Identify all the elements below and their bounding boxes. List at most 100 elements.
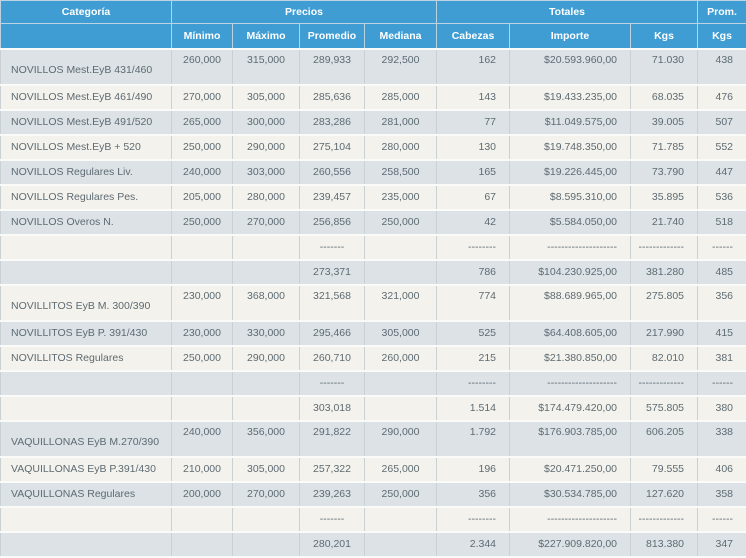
table-row: VAQUILLONAS EyB P.391/430 210,000 305,000 2…: [0, 455, 746, 483]
cell-kgs: -------------: [630, 233, 699, 261]
cell-promedio: 260,710: [299, 344, 365, 372]
cell-minimo: 240,000: [171, 158, 233, 186]
cell-mediana: 281,000: [363, 108, 438, 136]
table-row: VAQUILLONAS Regulares 200,000 270,000 239,2…: [0, 480, 746, 508]
table-header: Categoría Precios Totales Prom. Mínimo M…: [0, 0, 746, 49]
cell-minimo: 210,000: [171, 455, 233, 483]
col-header-maximo: Máximo: [232, 23, 300, 49]
cell-promedio: 285,636: [299, 83, 365, 111]
cell-importe: --------------------: [509, 369, 632, 397]
cell-prom-kgs: 356: [697, 283, 746, 322]
cell-cabezas: 1.514: [436, 394, 511, 422]
table-row: NOVILLOS Regulares Liv. 240,000 303,000 260…: [0, 158, 746, 186]
table-row: NOVILLITOS Regulares 250,000 290,000 260,71…: [0, 344, 746, 372]
cell-mediana: [363, 505, 438, 533]
cell-promedio: 303,018: [299, 394, 365, 422]
cell-categoria: [0, 505, 172, 533]
cell-cabezas: --------: [436, 233, 511, 261]
cell-importe: --------------------: [509, 233, 632, 261]
table-row: NOVILLITOS EyB M. 300/390 230,000 368,000 3…: [0, 283, 746, 322]
cell-promedio: 280,201: [299, 530, 365, 558]
cell-kgs: 217.990: [630, 319, 699, 347]
cell-mediana: 285,000: [363, 83, 438, 111]
cell-categoria: VAQUILLONAS Regulares: [0, 480, 172, 508]
cell-mediana: 260,000: [363, 344, 438, 372]
cell-kgs: 127.620: [630, 480, 699, 508]
cell-prom-kgs: 438: [697, 47, 746, 86]
cell-categoria: NOVILLOS Mest.EyB 491/520: [0, 108, 172, 136]
cell-minimo: 265,000: [171, 108, 233, 136]
cell-categoria: NOVILLOS Regulares Liv.: [0, 158, 172, 186]
cell-kgs: 68.035: [630, 83, 699, 111]
cell-prom-kgs: 518: [697, 208, 746, 236]
cell-prom-kgs: 415: [697, 319, 746, 347]
cell-importe: $8.595.310,00: [509, 183, 632, 211]
cell-kgs: 381.280: [630, 258, 699, 286]
cell-maximo: 270,000: [232, 480, 300, 508]
cell-maximo: 330,000: [232, 319, 300, 347]
cell-importe: $30.534.785,00: [509, 480, 632, 508]
col-header-promedio: Promedio: [299, 23, 365, 49]
col-header-kgs: Kgs: [630, 23, 699, 49]
cell-categoria: NOVILLOS Regulares Pes.: [0, 183, 172, 211]
cell-cabezas: 215: [436, 344, 511, 372]
group-header-totales: Totales: [436, 0, 699, 24]
cell-mediana: 321,000: [363, 283, 438, 322]
cell-mediana: [363, 233, 438, 261]
cell-mediana: [363, 258, 438, 286]
table-row: NOVILLOS Overos N. 250,000 270,000 256,856 2…: [0, 208, 746, 236]
cell-maximo: 303,000: [232, 158, 300, 186]
cell-kgs: 82.010: [630, 344, 699, 372]
cell-importe: $21.380.850,00: [509, 344, 632, 372]
cell-prom-kgs: 406: [697, 455, 746, 483]
cell-prom-kgs: 476: [697, 83, 746, 111]
cell-mediana: 290,000: [363, 419, 438, 458]
cell-mediana: 235,000: [363, 183, 438, 211]
cell-categoria: NOVILLITOS Regulares: [0, 344, 172, 372]
cell-prom-kgs: 507: [697, 108, 746, 136]
cell-mediana: [363, 394, 438, 422]
cell-prom-kgs: 447: [697, 158, 746, 186]
cell-kgs: 575.805: [630, 394, 699, 422]
cell-minimo: [171, 505, 233, 533]
cell-maximo: 356,000: [232, 419, 300, 458]
col-header-cabezas: Cabezas: [436, 23, 511, 49]
table-row-dashes: ------- -------- -------------------- -----…: [0, 369, 746, 397]
cell-importe: --------------------: [509, 505, 632, 533]
cell-promedio: 239,457: [299, 183, 365, 211]
cell-cabezas: 143: [436, 83, 511, 111]
cell-prom-kgs: 380: [697, 394, 746, 422]
cell-kgs: 71.785: [630, 133, 699, 161]
cell-prom-kgs: 338: [697, 419, 746, 458]
cell-kgs: 21.740: [630, 208, 699, 236]
cell-categoria: NOVILLOS Overos N.: [0, 208, 172, 236]
cell-minimo: 260,000: [171, 47, 233, 86]
cell-promedio: 283,286: [299, 108, 365, 136]
cell-cabezas: 67: [436, 183, 511, 211]
cell-maximo: 290,000: [232, 344, 300, 372]
cell-kgs: 35.895: [630, 183, 699, 211]
col-header-prom-kgs: Kgs: [697, 23, 746, 49]
cell-mediana: [363, 530, 438, 558]
cell-minimo: 270,000: [171, 83, 233, 111]
cell-minimo: 205,000: [171, 183, 233, 211]
cell-cabezas: 774: [436, 283, 511, 322]
cell-minimo: 230,000: [171, 319, 233, 347]
col-header-mediana: Mediana: [363, 23, 438, 49]
table-row-subtotal: 273,371 786 $104.230.925,00 381.280 485: [0, 258, 746, 286]
header-sub-row: Mínimo Máximo Promedio Mediana Cabezas I…: [0, 23, 746, 49]
cell-categoria: NOVILLOS Mest.EyB + 520: [0, 133, 172, 161]
cell-maximo: [232, 258, 300, 286]
cell-maximo: [232, 530, 300, 558]
cell-mediana: 258,500: [363, 158, 438, 186]
cell-promedio: 291,822: [299, 419, 365, 458]
cell-promedio: -------: [299, 233, 365, 261]
cell-kgs: 71.030: [630, 47, 699, 86]
cell-maximo: 270,000: [232, 208, 300, 236]
cell-prom-kgs: ------: [697, 233, 746, 261]
table-row-subtotal: 280,201 2.344 $227.909.820,00 813.380 347: [0, 530, 746, 558]
cell-mediana: 265,000: [363, 455, 438, 483]
cell-categoria: NOVILLITOS EyB M. 300/390: [0, 283, 172, 322]
col-header-minimo: Mínimo: [171, 23, 233, 49]
